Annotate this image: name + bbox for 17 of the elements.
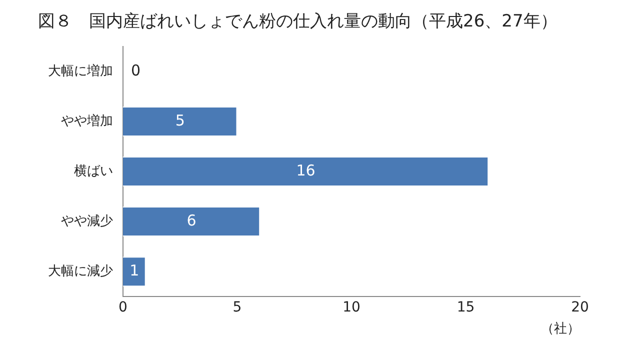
- x-tick-label: 0: [118, 300, 128, 316]
- x-axis-title: （社）: [541, 322, 580, 337]
- data-label: 16: [296, 161, 316, 180]
- x-tick-label: 5: [232, 300, 242, 316]
- x-tick-label: 20: [571, 300, 589, 316]
- data-label: 6: [186, 211, 196, 230]
- data-label: 5: [175, 111, 185, 130]
- x-tick-label: 15: [456, 300, 475, 316]
- x-tick-label: 10: [342, 300, 360, 316]
- y-tick-label: 大幅に減少: [48, 264, 113, 279]
- y-tick-label: やや増加: [61, 112, 113, 129]
- y-tick-label: やや減少: [61, 214, 113, 229]
- data-label: 1: [130, 261, 140, 280]
- data-label: 0: [131, 61, 141, 80]
- y-tick-label: 横ばい: [74, 164, 113, 179]
- chart-title: 図８ 国内産ばれいしょでん粉の仕入れ量の動向（平成26、27年）: [38, 12, 558, 32]
- y-tick-label: 大幅に増加: [48, 62, 113, 79]
